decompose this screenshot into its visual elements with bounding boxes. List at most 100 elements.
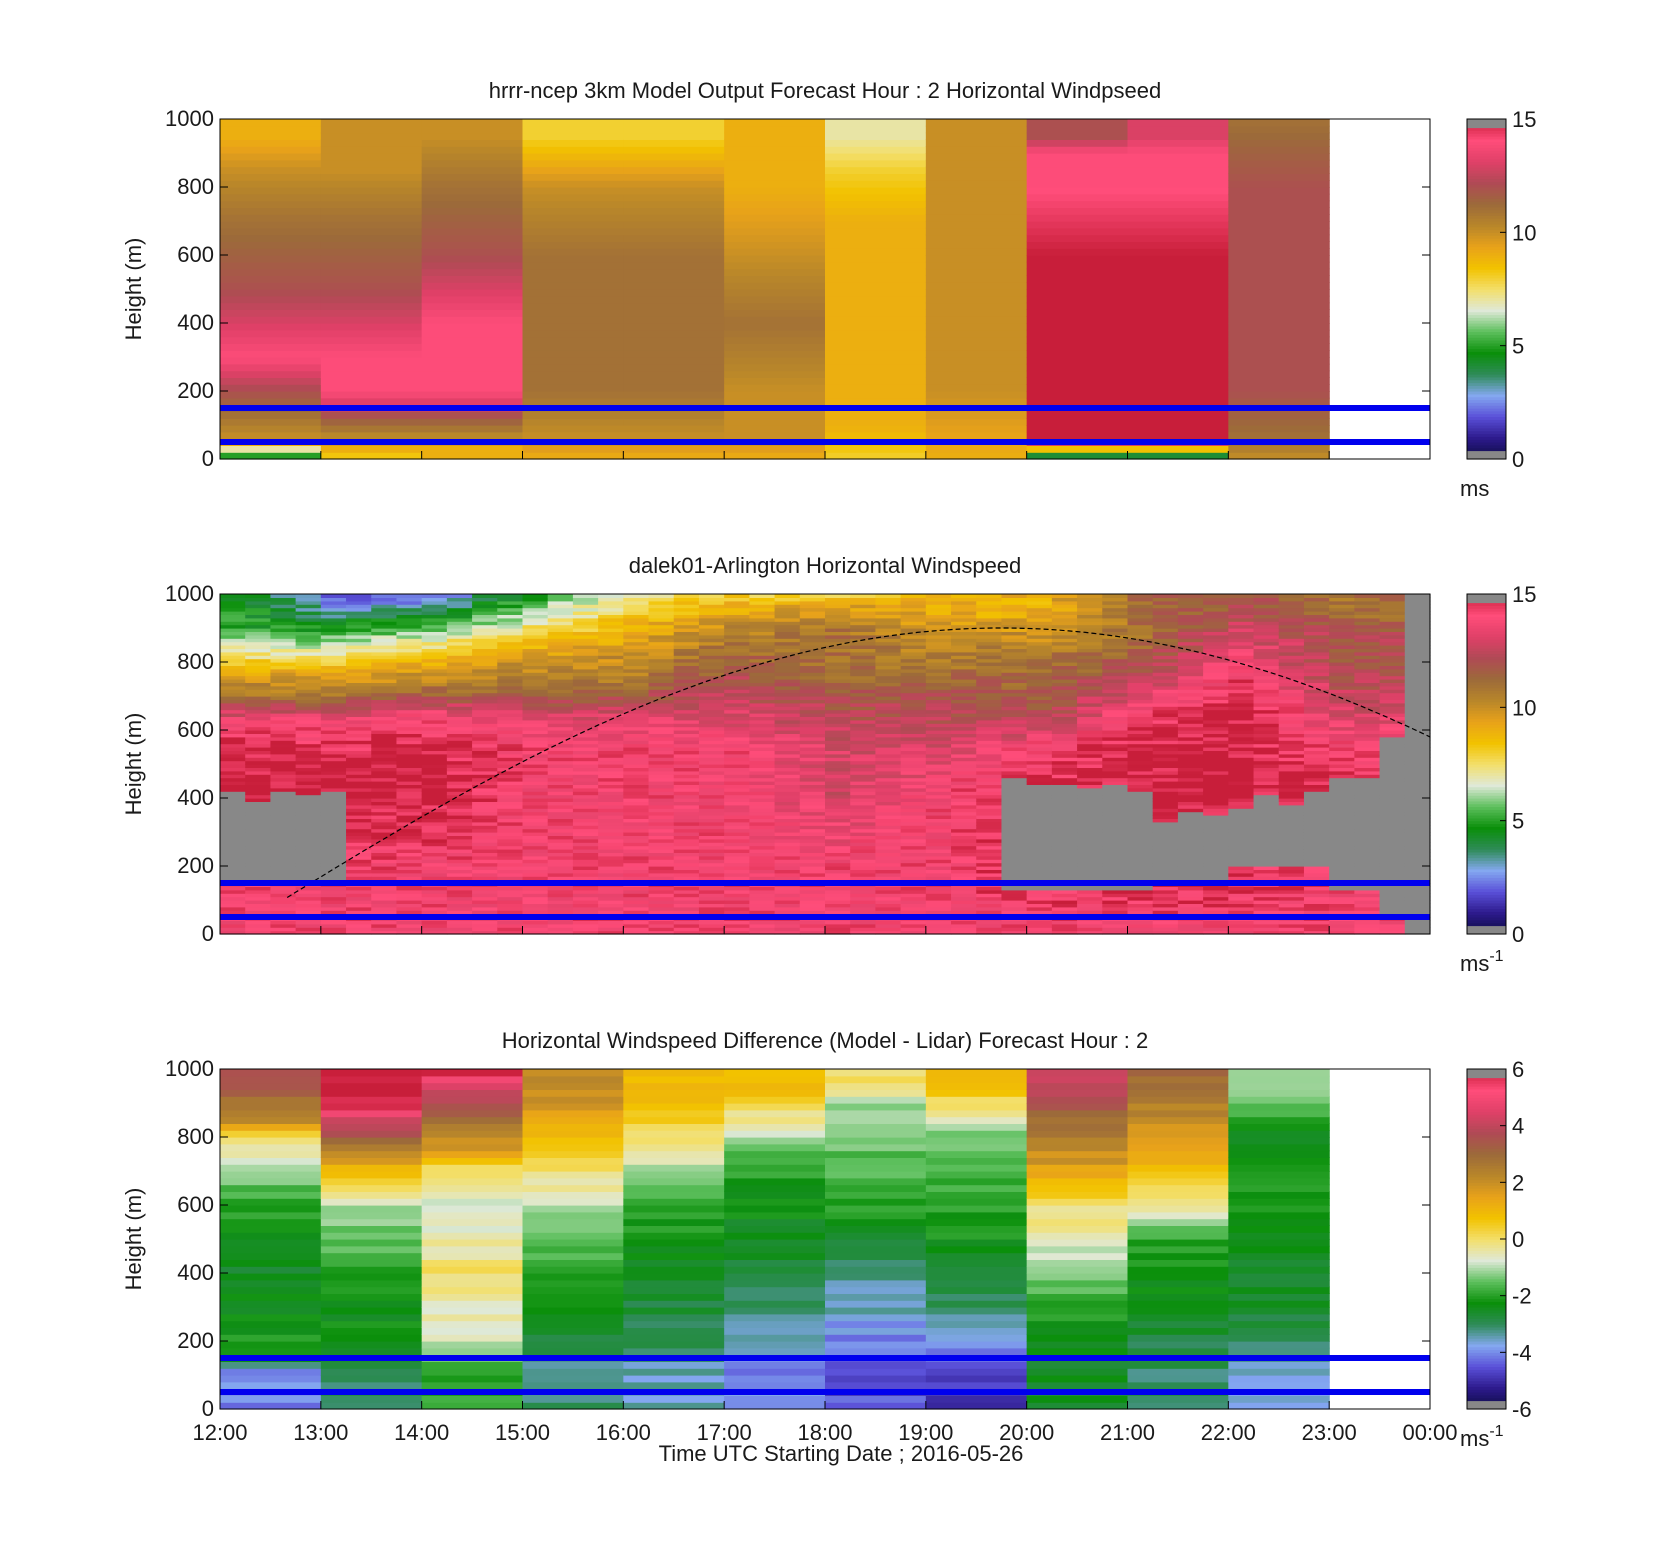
heatmap-cell: [1278, 770, 1305, 775]
heatmap-cell: [270, 607, 297, 612]
heatmap-cell: [749, 672, 776, 677]
heatmap-cell: [1102, 662, 1129, 666]
heatmap-cell: [1001, 597, 1028, 602]
heatmap-cell: [421, 604, 448, 609]
heatmap-cell: [1203, 794, 1229, 799]
heatmap-cell: [698, 859, 725, 864]
heatmap-cell: [1001, 628, 1028, 632]
heatmap-cell: [698, 757, 725, 762]
heatmap-cell: [976, 607, 1003, 612]
heatmap-cell: [598, 770, 624, 775]
colorbar-segment: [1467, 376, 1506, 381]
heatmap-cell: [270, 706, 297, 711]
heatmap-cell: [1127, 713, 1154, 717]
heatmap-cell: [598, 886, 624, 891]
heatmap-cell: [1177, 702, 1204, 707]
heatmap-cell: [900, 672, 927, 677]
heatmap-cell: [1051, 866, 1078, 870]
heatmap-cell: [1127, 418, 1229, 426]
heatmap-cell: [875, 713, 902, 717]
heatmap-cell: [976, 651, 1003, 656]
heatmap-cell: [648, 821, 675, 826]
heatmap-cell: [320, 234, 423, 242]
heatmap-cell: [1253, 699, 1280, 704]
heatmap-cell: [320, 770, 347, 775]
heatmap-cell: [270, 815, 297, 819]
heatmap-cell: [774, 594, 801, 598]
heatmap-cell: [295, 730, 322, 734]
heatmap-cell: [295, 682, 322, 687]
heatmap-cell: [774, 862, 801, 867]
heatmap-cell: [1127, 832, 1154, 836]
heatmap-cell: [850, 696, 877, 700]
heatmap-cell: [875, 893, 902, 898]
heatmap-cell: [1127, 377, 1229, 385]
heatmap-cell: [220, 336, 322, 344]
heatmap-cell: [623, 760, 650, 765]
heatmap-cell: [976, 628, 1003, 632]
heatmap-cell: [698, 815, 725, 819]
heatmap-cell: [774, 872, 801, 877]
heatmap-cell: [623, 927, 650, 932]
heatmap-cell: [724, 648, 750, 653]
heatmap-cell: [220, 696, 246, 700]
heatmap-cell: [1051, 770, 1078, 775]
heatmap-cell: [774, 716, 801, 721]
heatmap-cell: [270, 672, 297, 677]
heatmap-cell: [522, 607, 549, 612]
heatmap-cell: [1026, 855, 1053, 860]
heatmap-cell: [220, 702, 246, 707]
heatmap-cell: [925, 872, 952, 877]
heatmap-cell: [1001, 672, 1028, 677]
heatmap-cell: [522, 391, 624, 399]
heatmap-cell: [547, 910, 574, 915]
heatmap-cell: [1177, 787, 1204, 792]
heatmap-cell: [1228, 411, 1330, 419]
colorbar-tick-label: 15: [1512, 107, 1536, 132]
heatmap-cell: [1001, 631, 1028, 636]
heatmap-cell: [1127, 617, 1154, 622]
heatmap-cell: [1001, 747, 1028, 751]
heatmap-cell: [1026, 431, 1129, 440]
heatmap-cell: [320, 662, 347, 666]
heatmap-cell: [1228, 607, 1255, 612]
heatmap-cell: [320, 736, 347, 741]
heatmap-cell: [421, 930, 448, 935]
heatmap-cell: [951, 628, 977, 632]
heatmap-cell: [598, 777, 624, 782]
colorbar-segment: [1467, 444, 1506, 449]
heatmap-cell: [1077, 849, 1103, 853]
heatmap-cell: [925, 719, 952, 724]
heatmap-cell: [1177, 791, 1204, 796]
heatmap-cell: [295, 658, 322, 663]
heatmap-cell: [598, 849, 624, 853]
heatmap-cell: [1026, 869, 1053, 874]
colorbar-segment: [1467, 379, 1506, 384]
heatmap-cell: [875, 675, 902, 680]
heatmap-cell: [951, 872, 977, 877]
heatmap-cell: [698, 808, 725, 813]
heatmap-cell: [951, 713, 977, 717]
heatmap-cell: [623, 617, 650, 622]
heatmap-cell: [320, 920, 347, 925]
heatmap-cell: [623, 418, 725, 426]
heatmap-cell: [572, 726, 599, 731]
heatmap-cell: [825, 903, 851, 908]
heatmap-cell: [1278, 767, 1305, 772]
heatmap-cell: [825, 876, 851, 881]
heatmap-cell: [1203, 886, 1229, 891]
heatmap-cell: [623, 903, 650, 908]
heatmap-cell: [346, 774, 372, 779]
heatmap-cell: [346, 645, 372, 649]
heatmap-cell: [598, 760, 624, 765]
heatmap-cell: [396, 927, 423, 932]
heatmap-cell: [749, 794, 776, 799]
heatmap-cell: [799, 645, 826, 649]
colorbar-segment: [1467, 223, 1506, 228]
heatmap-cell: [295, 747, 322, 751]
heatmap-cell: [825, 774, 851, 779]
heatmap-cell: [951, 767, 977, 772]
heatmap-cell: [1203, 811, 1229, 816]
heatmap-cell: [396, 923, 423, 928]
heatmap-cell: [623, 159, 725, 168]
